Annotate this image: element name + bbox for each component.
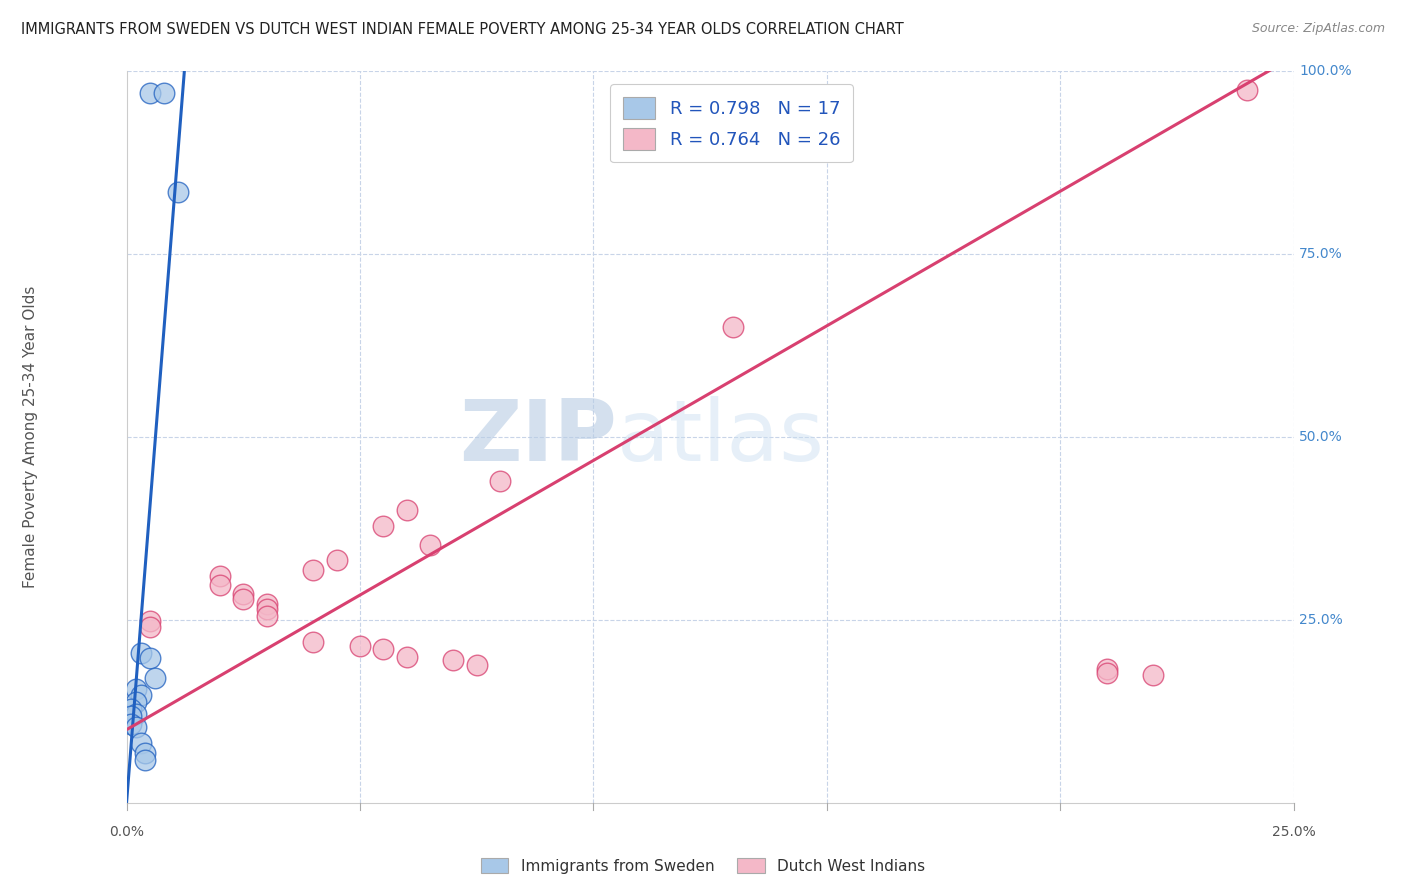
Point: [256, 602, 278, 616]
Text: atlas: atlas: [617, 395, 825, 479]
Text: Female Poverty Among 25-34 Year Olds: Female Poverty Among 25-34 Year Olds: [24, 286, 38, 588]
Point: [465, 658, 488, 673]
Text: 100.0%: 100.0%: [1299, 64, 1351, 78]
Point: [489, 474, 512, 488]
Point: [395, 503, 418, 517]
Point: [125, 720, 148, 734]
Text: 25.0%: 25.0%: [1299, 613, 1343, 627]
Point: [139, 651, 162, 665]
Point: [125, 706, 148, 721]
Point: [129, 646, 152, 660]
Point: [232, 592, 254, 607]
Point: [419, 538, 441, 552]
Point: [120, 702, 142, 716]
Point: [723, 320, 745, 334]
Text: 75.0%: 75.0%: [1299, 247, 1343, 261]
Point: [134, 753, 156, 767]
Point: [153, 87, 176, 101]
Text: ZIP: ZIP: [458, 395, 617, 479]
Point: [349, 639, 371, 653]
Point: [302, 563, 325, 577]
Legend: R = 0.798   N = 17, R = 0.764   N = 26: R = 0.798 N = 17, R = 0.764 N = 26: [610, 84, 852, 162]
Point: [208, 569, 231, 583]
Point: [125, 682, 148, 697]
Point: [129, 688, 152, 702]
Point: [1142, 667, 1164, 681]
Point: [302, 635, 325, 649]
Point: [143, 672, 166, 686]
Point: [139, 620, 162, 634]
Point: [1095, 665, 1118, 680]
Text: IMMIGRANTS FROM SWEDEN VS DUTCH WEST INDIAN FEMALE POVERTY AMONG 25-34 YEAR OLDS: IMMIGRANTS FROM SWEDEN VS DUTCH WEST IND…: [21, 22, 904, 37]
Point: [129, 736, 152, 750]
Point: [1236, 83, 1258, 97]
Text: 50.0%: 50.0%: [1299, 430, 1343, 444]
Point: [120, 716, 142, 731]
Point: [256, 609, 278, 624]
Point: [232, 587, 254, 601]
Point: [325, 553, 347, 567]
Point: [167, 185, 190, 199]
Point: [139, 615, 162, 629]
Legend: Immigrants from Sweden, Dutch West Indians: Immigrants from Sweden, Dutch West India…: [475, 852, 931, 880]
Point: [125, 695, 148, 709]
Text: 25.0%: 25.0%: [1271, 825, 1316, 839]
Point: [441, 653, 464, 667]
Point: [373, 519, 395, 533]
Point: [373, 642, 395, 657]
Point: [256, 597, 278, 611]
Point: [139, 87, 162, 101]
Text: 0.0%: 0.0%: [110, 825, 143, 839]
Point: [208, 578, 231, 592]
Point: [134, 746, 156, 760]
Point: [1095, 662, 1118, 676]
Text: Source: ZipAtlas.com: Source: ZipAtlas.com: [1251, 22, 1385, 36]
Point: [395, 649, 418, 664]
Point: [120, 709, 142, 723]
